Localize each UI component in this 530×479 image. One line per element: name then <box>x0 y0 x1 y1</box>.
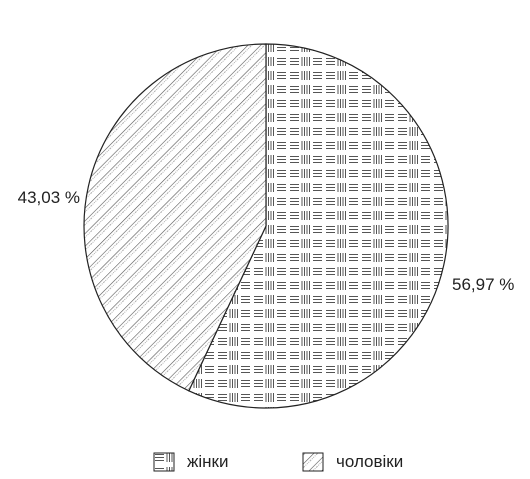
legend-item-women: жінки <box>153 452 228 472</box>
pie-slices <box>83 43 449 409</box>
value-label-women: 56,97 % <box>452 275 514 294</box>
value-label-men: 43,03 % <box>18 188 80 207</box>
legend-label-men: чоловіки <box>336 452 404 471</box>
legend-swatch-women <box>153 452 175 472</box>
legend-swatch-men <box>302 452 324 472</box>
pie-value-labels: 56,97 % 43,03 % <box>18 188 515 294</box>
legend: жінки чоловіки <box>0 452 530 476</box>
legend-label-women: жінки <box>187 452 229 471</box>
legend-item-men: чоловіки <box>302 452 403 472</box>
pie-slice-men <box>83 43 267 392</box>
pie-slice-women <box>188 43 449 409</box>
